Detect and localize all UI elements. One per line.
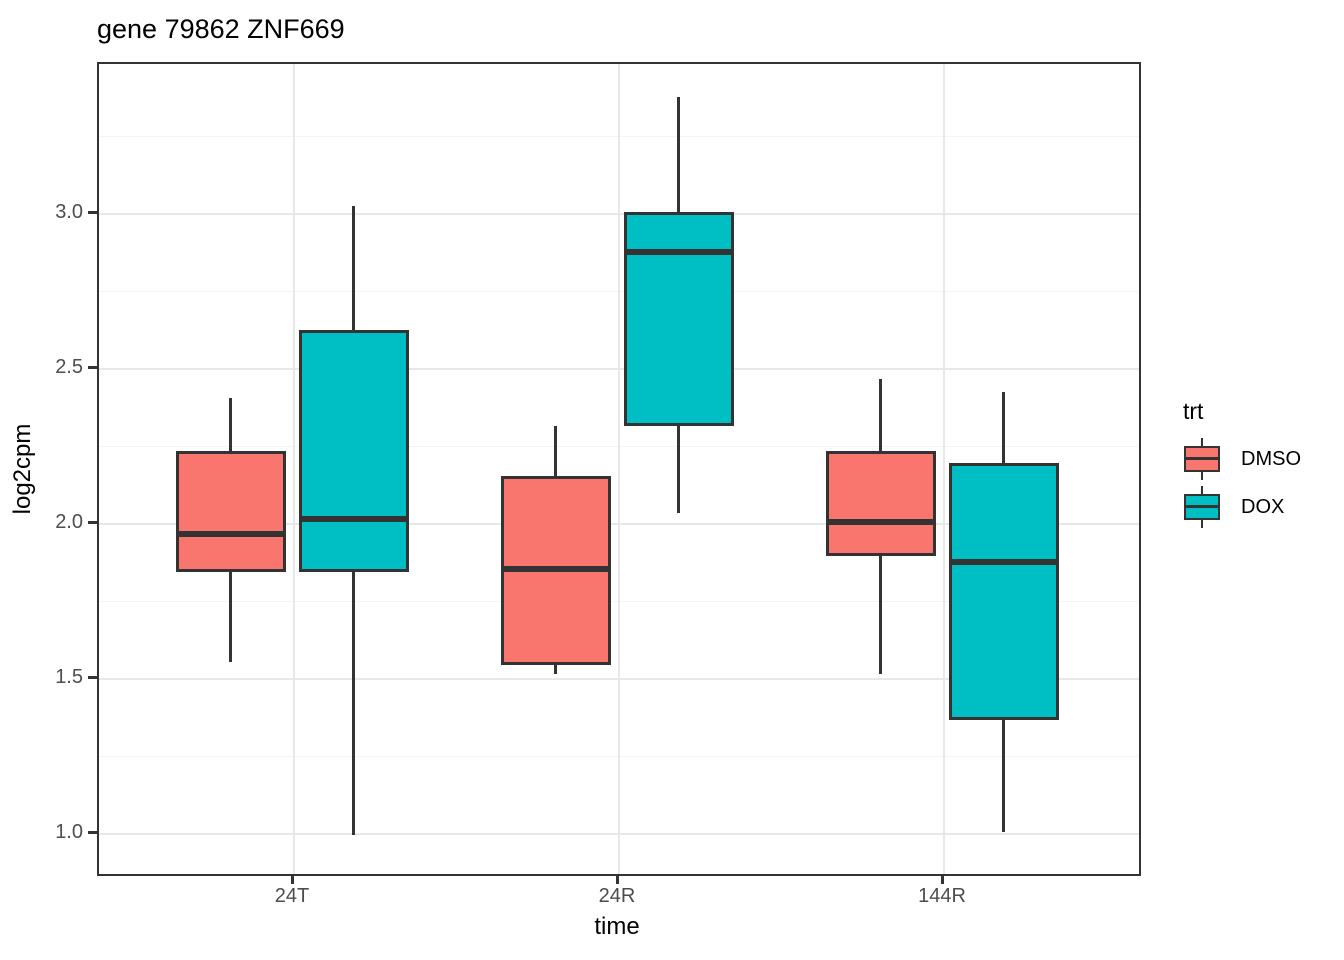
box-dox-24r bbox=[623, 212, 734, 426]
x-tick-label: 144R bbox=[918, 885, 966, 907]
whisker-lower-dox-24r bbox=[677, 425, 680, 513]
y-tick-label: 2.0 bbox=[55, 511, 83, 534]
x-axis-tick bbox=[615, 874, 619, 884]
legend: trt DMSO DOX bbox=[1180, 398, 1301, 531]
y-axis-tick bbox=[88, 210, 97, 214]
y-axis-tick bbox=[88, 520, 97, 524]
whisker-upper-dmso-24r bbox=[554, 425, 557, 476]
whisker-lower-dox-24t bbox=[352, 571, 355, 836]
gridline-major-vertical bbox=[618, 64, 620, 874]
median-dox-144r bbox=[948, 559, 1059, 566]
median-dmso-144r bbox=[825, 519, 936, 526]
x-axis-tick bbox=[290, 874, 294, 884]
y-axis-tick bbox=[88, 830, 97, 834]
x-axis-title: time bbox=[594, 913, 640, 940]
boxplot-key-icon bbox=[1180, 484, 1224, 530]
key-median bbox=[1184, 505, 1220, 508]
gridline-major-vertical bbox=[943, 64, 945, 874]
y-axis-tick bbox=[88, 365, 97, 369]
y-tick-label: 3.0 bbox=[55, 201, 83, 224]
y-tick-label: 1.0 bbox=[55, 821, 83, 843]
whisker-lower-dmso-24t bbox=[229, 571, 232, 662]
x-tick-label: 24T bbox=[274, 885, 310, 907]
y-axis-tick bbox=[88, 675, 97, 679]
gridline-major-vertical bbox=[293, 64, 295, 874]
x-tick-label: 24R bbox=[598, 885, 636, 907]
median-dmso-24r bbox=[500, 565, 611, 572]
whisker-upper-dmso-24t bbox=[229, 398, 232, 451]
box-dmso-24t bbox=[175, 450, 286, 572]
whisker-lower-dmso-144r bbox=[879, 556, 882, 674]
whisker-upper-dox-24t bbox=[352, 205, 355, 330]
median-dox-24r bbox=[623, 249, 734, 256]
box-dmso-144r bbox=[825, 450, 936, 557]
whisker-lower-dmso-24r bbox=[554, 664, 557, 674]
median-dox-24t bbox=[298, 515, 409, 522]
boxplot-key-icon bbox=[1180, 436, 1224, 482]
key-median bbox=[1184, 457, 1220, 460]
y-tick-label: 2.5 bbox=[55, 356, 83, 379]
whisker-lower-dox-144r bbox=[1002, 720, 1005, 832]
y-tick-label: 1.5 bbox=[55, 666, 83, 689]
whisker-upper-dmso-144r bbox=[879, 379, 882, 451]
legend-item-dmso: DMSO bbox=[1180, 435, 1301, 483]
legend-label-dmso: DMSO bbox=[1241, 447, 1301, 470]
median-dmso-24t bbox=[175, 531, 286, 538]
box-dox-24t bbox=[298, 329, 409, 572]
y-axis-title: log2cpm bbox=[9, 423, 36, 515]
whisker-upper-dox-24r bbox=[677, 97, 680, 213]
box-dox-144r bbox=[948, 463, 1059, 721]
x-axis-tick bbox=[940, 874, 944, 884]
legend-title: trt bbox=[1183, 398, 1204, 424]
legend-label-dox: DOX bbox=[1241, 495, 1285, 518]
chart-title: gene 79862 ZNF669 bbox=[97, 14, 345, 44]
whisker-upper-dox-144r bbox=[1002, 391, 1005, 464]
legend-item-dox: DOX bbox=[1180, 483, 1301, 531]
